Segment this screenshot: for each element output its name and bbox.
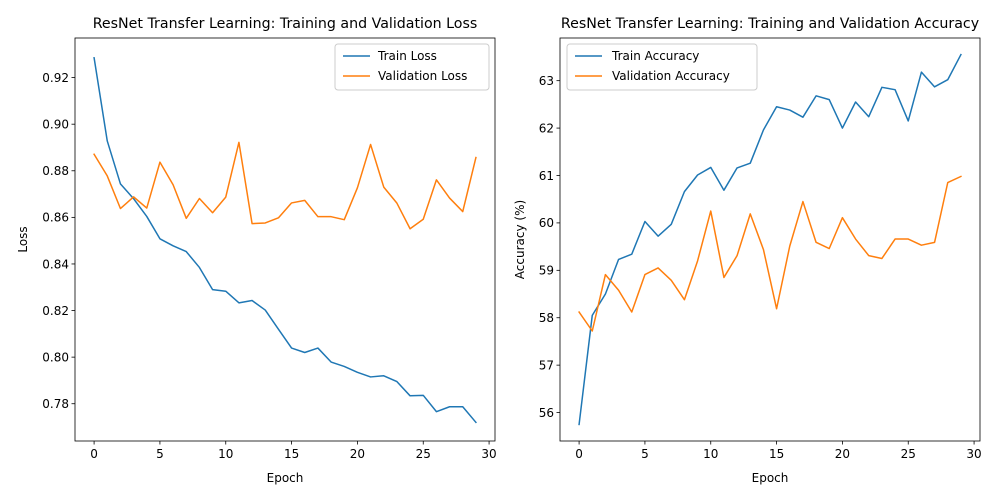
accuracy-y-ticks: 56 57 58 59 60 61 62 63 — [539, 74, 560, 420]
loss-y-tick-label: 0.84 — [42, 257, 69, 271]
accuracy-y-tick-label: 56 — [539, 406, 554, 420]
loss-legend-box — [334, 43, 490, 91]
loss-plot-area — [75, 38, 495, 441]
loss-y-tick-label: 0.86 — [42, 211, 69, 225]
loss-chart-title: ResNet Transfer Learning: Training and V… — [93, 16, 478, 32]
accuracy-series-lines — [578, 53, 962, 426]
accuracy-legend-box — [566, 43, 758, 91]
loss-y-ticks: 0.78 0.80 0.82 0.84 0.86 0.88 0.90 0.92 — [42, 71, 75, 411]
loss-y-tick-label: 0.88 — [42, 164, 69, 178]
accuracy-x-ticks: 0 5 10 15 20 25 30 — [575, 441, 982, 461]
accuracy-x-tick-label: 5 — [641, 447, 649, 461]
accuracy-x-axis-label: Epoch — [752, 471, 789, 485]
loss-chart-panel: ResNet Transfer Learning: Training and V… — [16, 16, 497, 485]
accuracy-chart-title: ResNet Transfer Learning: Training and V… — [561, 16, 979, 32]
accuracy-series-validation-line — [578, 175, 962, 332]
accuracy-y-tick-label: 57 — [539, 358, 554, 372]
accuracy-chart-panel: ResNet Transfer Learning: Training and V… — [513, 16, 982, 485]
loss-legend: Train Loss Validation Loss — [334, 43, 490, 91]
loss-y-tick-label: 0.92 — [42, 71, 69, 85]
accuracy-series-train-line — [578, 53, 962, 426]
loss-plot-frame — [74, 37, 496, 442]
loss-x-tick-label: 15 — [284, 447, 299, 461]
loss-y-axis-label: Loss — [16, 226, 30, 252]
accuracy-y-tick-label: 60 — [539, 216, 554, 230]
accuracy-legend: Train Accuracy Validation Accuracy — [566, 43, 758, 91]
loss-y-tick-label: 0.82 — [42, 304, 69, 318]
accuracy-y-tick-label: 59 — [539, 264, 554, 278]
loss-x-axis-label: Epoch — [267, 471, 304, 485]
accuracy-y-tick-label: 61 — [539, 169, 554, 183]
accuracy-plot-area — [560, 38, 980, 441]
accuracy-y-tick-label: 58 — [539, 311, 554, 325]
accuracy-legend-label-validation: Validation Accuracy — [612, 69, 730, 83]
accuracy-x-tick-label: 30 — [966, 447, 981, 461]
accuracy-legend-label-train: Train Accuracy — [611, 49, 699, 63]
loss-legend-label-validation: Validation Loss — [378, 69, 467, 83]
loss-series-validation-line — [93, 141, 477, 230]
loss-x-tick-label: 10 — [218, 447, 233, 461]
accuracy-x-tick-label: 20 — [835, 447, 850, 461]
loss-x-ticks: 0 5 10 15 20 25 30 — [90, 441, 497, 461]
loss-y-tick-label: 0.90 — [42, 117, 69, 131]
accuracy-x-tick-label: 15 — [769, 447, 784, 461]
loss-x-tick-label: 5 — [156, 447, 164, 461]
accuracy-y-tick-label: 62 — [539, 121, 554, 135]
loss-y-tick-label: 0.80 — [42, 350, 69, 364]
accuracy-x-tick-label: 25 — [901, 447, 916, 461]
loss-y-tick-label: 0.78 — [42, 397, 69, 411]
loss-legend-label-train: Train Loss — [377, 49, 437, 63]
loss-x-tick-label: 0 — [90, 447, 98, 461]
accuracy-plot-frame — [559, 37, 981, 442]
accuracy-x-tick-label: 10 — [703, 447, 718, 461]
loss-x-tick-label: 30 — [481, 447, 496, 461]
accuracy-y-axis-label: Accuracy (%) — [513, 200, 527, 279]
accuracy-x-tick-label: 0 — [575, 447, 583, 461]
loss-x-tick-label: 20 — [350, 447, 365, 461]
loss-x-tick-label: 25 — [416, 447, 431, 461]
loss-series-train-line — [93, 56, 477, 424]
accuracy-y-tick-label: 63 — [539, 74, 554, 88]
loss-series-lines — [93, 56, 477, 424]
